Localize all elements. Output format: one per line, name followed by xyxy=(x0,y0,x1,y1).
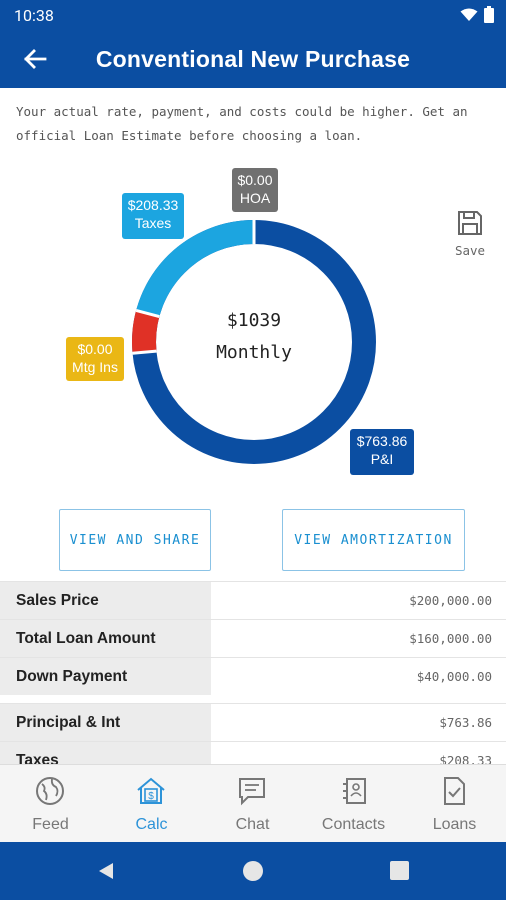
chat-bubble-icon xyxy=(239,778,265,806)
contacts-icon xyxy=(343,778,366,804)
view-and-share-button[interactable]: VIEW AND SHARE xyxy=(59,509,211,571)
donut-segment-taxes xyxy=(136,220,255,317)
donut-divider-taxes-red xyxy=(135,308,160,319)
nav-label-feed: Feed xyxy=(32,816,69,833)
page-title: Conventional New Purchase xyxy=(95,46,411,72)
loan-details-table: Sales Price $200,000.00 Total Loan Amoun… xyxy=(0,581,506,779)
svg-text:$: $ xyxy=(148,791,154,802)
mtg-ins-amount: $0.00 xyxy=(77,341,113,357)
detail-value: $763.86 xyxy=(439,715,492,730)
save-button[interactable]: Save xyxy=(450,210,490,258)
hoa-amount: $0.00 xyxy=(237,172,273,188)
status-bar: 10:38 xyxy=(0,0,506,30)
app-bar: Conventional New Purchase xyxy=(0,30,506,88)
arrow-left-icon xyxy=(24,49,47,69)
nav-item-feed[interactable]: Feed xyxy=(0,765,101,843)
status-icons xyxy=(460,6,494,23)
detail-row-down-payment: Down Payment $40,000.00 xyxy=(0,657,506,695)
detail-label: Sales Price xyxy=(0,582,211,619)
nav-label-calc: Calc xyxy=(135,816,168,833)
detail-value: $160,000.00 xyxy=(409,631,492,646)
detail-row-sales-price: Sales Price $200,000.00 xyxy=(0,581,506,619)
detail-row-total-loan: Total Loan Amount $160,000.00 xyxy=(0,619,506,657)
detail-label: Principal & Int xyxy=(0,704,211,741)
globe-icon xyxy=(36,777,64,805)
row-group-divider xyxy=(0,695,506,703)
nav-item-contacts[interactable]: Contacts xyxy=(303,765,404,843)
detail-value: $40,000.00 xyxy=(416,669,492,684)
detail-label: Down Payment xyxy=(0,658,211,695)
nav-label-loans: Loans xyxy=(432,816,477,833)
recents-square-icon[interactable] xyxy=(390,861,409,880)
hoa-tag: $0.00 HOA xyxy=(232,168,278,212)
battery-icon xyxy=(484,6,494,23)
donut-center-label: Monthly xyxy=(216,342,292,363)
donut-segment-red xyxy=(132,310,160,354)
back-triangle-icon[interactable] xyxy=(96,861,116,881)
bottom-navigation: Feed $ Calc Chat Contacts xyxy=(0,764,506,843)
taxes-label: Taxes xyxy=(134,215,172,231)
donut-center-amount: $1039 xyxy=(226,310,282,331)
nav-item-calc[interactable]: $ Calc xyxy=(101,765,202,843)
detail-value: $200,000.00 xyxy=(409,593,492,608)
disclaimer-text: Your actual rate, payment, and costs cou… xyxy=(16,104,468,143)
wifi-icon xyxy=(460,8,478,21)
view-amortization-button[interactable]: VIEW AMORTIZATION xyxy=(282,509,465,571)
mtg-ins-label: Mtg Ins xyxy=(72,359,118,375)
nav-label-contacts: Contacts xyxy=(321,816,386,833)
save-label: Save xyxy=(454,243,486,258)
detail-label: Total Loan Amount xyxy=(0,620,211,657)
floppy-disk-icon xyxy=(458,211,482,235)
nav-item-loans[interactable]: Loans xyxy=(404,765,505,843)
home-circle-icon[interactable] xyxy=(242,860,264,882)
pi-label: P&I xyxy=(370,451,394,467)
payment-donut-chart xyxy=(132,220,376,464)
nav-item-chat[interactable]: Chat xyxy=(202,765,303,843)
back-button[interactable] xyxy=(20,44,50,74)
house-dollar-icon: $ xyxy=(137,777,165,804)
mtg-ins-tag: $0.00 Mtg Ins xyxy=(66,337,124,381)
hoa-label: HOA xyxy=(239,190,271,206)
taxes-amount: $208.33 xyxy=(127,197,179,213)
pi-tag: $763.86 P&I xyxy=(350,429,414,475)
detail-row-principal-int: Principal & Int $763.86 xyxy=(0,703,506,741)
pi-amount: $763.86 xyxy=(356,433,408,449)
system-navigation-bar xyxy=(0,842,506,900)
document-check-icon xyxy=(444,777,465,805)
nav-label-chat: Chat xyxy=(235,816,270,833)
taxes-tag: $208.33 Taxes xyxy=(122,193,184,239)
donut-divider-red-pi xyxy=(132,349,157,355)
status-time: 10:38 xyxy=(14,6,54,25)
